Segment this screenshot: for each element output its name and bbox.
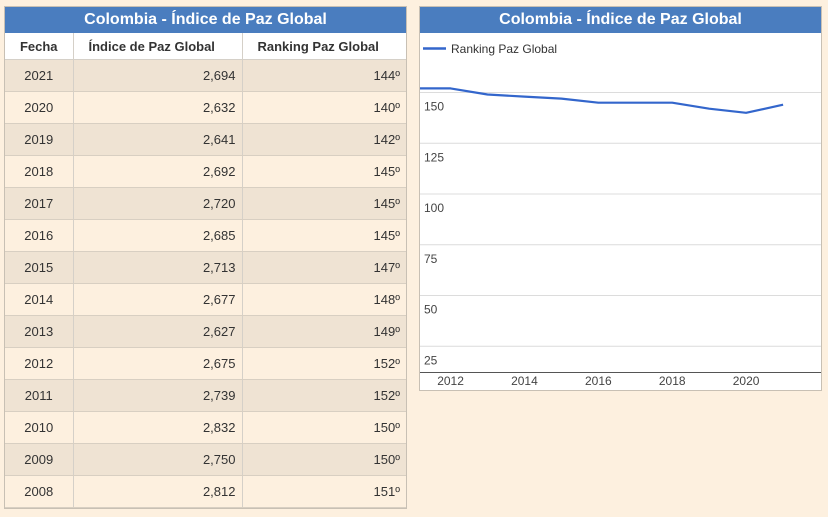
- cell-ranking: 140º: [242, 91, 406, 124]
- cell-ranking: 150º: [242, 411, 406, 444]
- cell-fecha: 2014: [5, 283, 74, 316]
- cell-ranking: 147º: [242, 251, 406, 284]
- cell-ranking: 145º: [242, 155, 406, 188]
- table-title: Colombia - Índice de Paz Global: [5, 7, 406, 33]
- cell-fecha: 2020: [5, 91, 74, 124]
- cell-ranking: 142º: [242, 123, 406, 156]
- table-row: 2009 2,750 150º: [5, 443, 406, 476]
- table-row: 2017 2,720 145º: [5, 187, 406, 220]
- y-tick-label: 50: [424, 303, 438, 317]
- column-header-fecha[interactable]: Fecha: [5, 33, 74, 60]
- x-tick-label: 2016: [585, 374, 612, 388]
- table-row: 2020 2,632 140º: [5, 91, 406, 124]
- cell-ranking: 151º: [242, 475, 406, 508]
- table-row: 2010 2,832 150º: [5, 411, 406, 444]
- cell-fecha: 2015: [5, 251, 74, 284]
- table-row: 2012 2,675 152º: [5, 347, 406, 380]
- cell-fecha: 2017: [5, 187, 74, 220]
- cell-indice: 2,675: [73, 347, 243, 380]
- x-tick-label: 2020: [733, 374, 760, 388]
- table-row: 2019 2,641 142º: [5, 123, 406, 156]
- x-tick-label: 2018: [659, 374, 686, 388]
- series-line-ranking: [420, 87, 784, 114]
- table-row: 2018 2,692 145º: [5, 155, 406, 188]
- cell-fecha: 2016: [5, 219, 74, 252]
- index-table: Fecha Índice de Paz Global Ranking Paz G…: [5, 33, 406, 508]
- x-tick-label: 2012: [437, 374, 464, 388]
- cell-indice: 2,677: [73, 283, 243, 316]
- table-row: 2014 2,677 148º: [5, 283, 406, 316]
- cell-indice: 2,832: [73, 411, 243, 444]
- cell-fecha: 2012: [5, 347, 74, 380]
- table-row: 2015 2,713 147º: [5, 251, 406, 284]
- column-header-ranking[interactable]: Ranking Paz Global: [242, 33, 406, 60]
- chart-title: Colombia - Índice de Paz Global: [420, 7, 821, 33]
- cell-ranking: 152º: [242, 347, 406, 380]
- index-table-panel: Colombia - Índice de Paz Global Fecha Ín…: [4, 6, 407, 509]
- table-row: 2011 2,739 152º: [5, 379, 406, 412]
- cell-ranking: 152º: [242, 379, 406, 412]
- cell-fecha: 2021: [5, 59, 74, 92]
- cell-indice: 2,627: [73, 315, 243, 348]
- legend-label: Ranking Paz Global: [451, 42, 557, 56]
- cell-indice: 2,720: [73, 187, 243, 220]
- cell-indice: 2,812: [73, 475, 243, 508]
- y-tick-label: 125: [424, 150, 444, 164]
- cell-indice: 2,692: [73, 155, 243, 188]
- table-row: 2016 2,685 145º: [5, 219, 406, 252]
- cell-fecha: 2011: [5, 379, 74, 412]
- cell-ranking: 145º: [242, 219, 406, 252]
- y-tick-label: 150: [424, 100, 444, 114]
- y-tick-label: 100: [424, 201, 444, 215]
- cell-ranking: 150º: [242, 443, 406, 476]
- cell-indice: 2,685: [73, 219, 243, 252]
- table-row: 2008 2,812 151º: [5, 475, 406, 508]
- cell-ranking: 144º: [242, 59, 406, 92]
- cell-ranking: 145º: [242, 187, 406, 220]
- table-row: 2013 2,627 149º: [5, 315, 406, 348]
- cell-fecha: 2010: [5, 411, 74, 444]
- cell-indice: 2,739: [73, 379, 243, 412]
- cell-indice: 2,632: [73, 91, 243, 124]
- cell-indice: 2,694: [73, 59, 243, 92]
- ranking-chart-panel: Colombia - Índice de Paz Global 25 50 75 10…: [419, 6, 822, 391]
- cell-fecha: 2018: [5, 155, 74, 188]
- cell-fecha: 2013: [5, 315, 74, 348]
- ranking-line-chart: 25 50 75 100 125 150 2012 2014 2016 2018 2020 Ranki…: [420, 42, 821, 388]
- x-tick-label: 2014: [511, 374, 538, 388]
- cell-indice: 2,750: [73, 443, 243, 476]
- table-row: 2021 2,694 144º: [5, 59, 406, 92]
- table-header-row: Fecha Índice de Paz Global Ranking Paz G…: [5, 33, 406, 60]
- cell-fecha: 2009: [5, 443, 74, 476]
- cell-fecha: 2008: [5, 475, 74, 508]
- y-tick-label: 25: [424, 353, 438, 367]
- cell-indice: 2,641: [73, 123, 243, 156]
- cell-fecha: 2019: [5, 123, 74, 156]
- cell-ranking: 148º: [242, 283, 406, 316]
- cell-indice: 2,713: [73, 251, 243, 284]
- cell-ranking: 149º: [242, 315, 406, 348]
- column-header-indice[interactable]: Índice de Paz Global: [73, 33, 243, 60]
- y-tick-label: 75: [424, 252, 438, 266]
